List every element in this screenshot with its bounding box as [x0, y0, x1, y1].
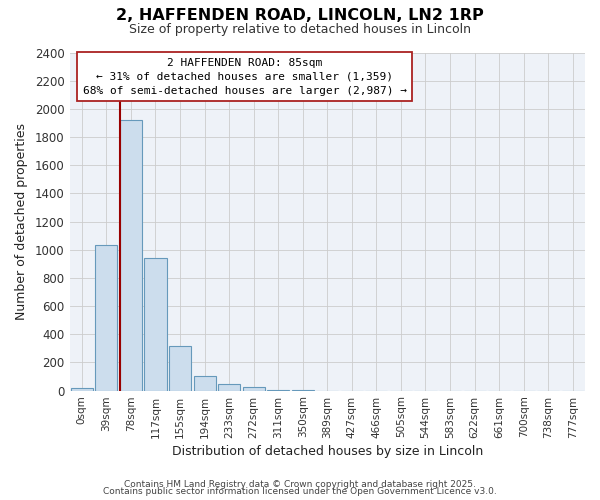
Bar: [169, 346, 191, 391]
Text: 2, HAFFENDEN ROAD, LINCOLN, LN2 1RP: 2, HAFFENDEN ROAD, LINCOLN, LN2 1RP: [116, 8, 484, 22]
Text: Contains public sector information licensed under the Open Government Licence v3: Contains public sector information licen…: [103, 487, 497, 496]
Bar: [218, 384, 240, 390]
Bar: [194, 376, 215, 390]
Bar: [95, 246, 118, 390]
Text: Size of property relative to detached houses in Lincoln: Size of property relative to detached ho…: [129, 22, 471, 36]
Bar: [242, 387, 265, 390]
Bar: [71, 388, 93, 390]
Y-axis label: Number of detached properties: Number of detached properties: [15, 123, 28, 320]
Bar: [145, 258, 167, 390]
Text: Contains HM Land Registry data © Crown copyright and database right 2025.: Contains HM Land Registry data © Crown c…: [124, 480, 476, 489]
Text: 2 HAFFENDEN ROAD: 85sqm
← 31% of detached houses are smaller (1,359)
68% of semi: 2 HAFFENDEN ROAD: 85sqm ← 31% of detache…: [83, 58, 407, 96]
X-axis label: Distribution of detached houses by size in Lincoln: Distribution of detached houses by size …: [172, 444, 483, 458]
Bar: [120, 120, 142, 390]
